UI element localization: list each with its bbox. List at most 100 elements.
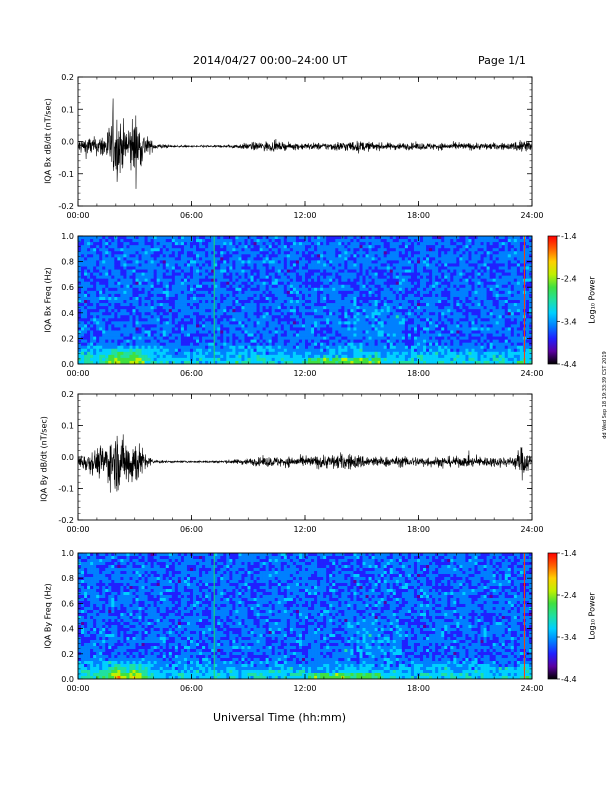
spectrogram-cell (350, 324, 354, 328)
spectrogram-cell (247, 327, 251, 331)
spectrogram-cell (301, 348, 306, 353)
spectrogram-cell (374, 281, 378, 286)
spectrogram-cell (105, 248, 109, 252)
spectrogram-cell (323, 321, 327, 325)
spectrogram-cell (404, 242, 409, 246)
spectrogram-cell (289, 281, 294, 286)
spectrogram-cell (193, 339, 197, 343)
spectrogram-cell (220, 248, 224, 252)
spectrogram-cell (99, 333, 103, 337)
spectrogram-cell (301, 345, 306, 350)
spectrogram-cell (286, 263, 291, 267)
spectrogram-cell (356, 327, 360, 331)
spectrogram-cell (308, 263, 312, 267)
spectrogram-cell (108, 327, 112, 331)
spectrogram-cell (323, 254, 327, 258)
spectrogram-cell (229, 315, 233, 319)
spectrogram-cell (162, 290, 167, 295)
spectrogram-cell (138, 315, 142, 319)
spectrogram-cell (407, 324, 412, 328)
spectrogram-cell (371, 275, 375, 279)
spectrogram-cell (193, 281, 197, 286)
spectrogram-cell (274, 354, 279, 359)
spectrogram-cell (368, 318, 372, 322)
spectrogram-cell (174, 293, 179, 298)
spectrogram-cell (108, 296, 112, 301)
spectrogram-cell (138, 284, 142, 289)
spectrogram-cell (347, 300, 351, 304)
spectrogram-cell (196, 281, 200, 286)
spectrogram-cell (102, 281, 106, 286)
spectrogram-cell (410, 348, 415, 353)
spectrogram-cell (368, 357, 372, 362)
spectrogram-cell (214, 321, 218, 325)
spectrogram-cell (168, 242, 173, 246)
spectrogram-cell (123, 287, 127, 292)
spectrogram-cell (186, 360, 191, 365)
spectrogram-cell (105, 327, 109, 331)
spectrogram-cell (162, 281, 167, 286)
spectrogram-cell (153, 333, 157, 337)
spectrogram-cell (423, 303, 427, 307)
spectrogram-cell (365, 269, 369, 273)
spectrogram-cell (232, 263, 236, 267)
spectrogram-cell (214, 293, 218, 298)
spectrogram-cell (383, 278, 388, 283)
spectrogram-cell (247, 321, 251, 325)
spectrogram-cell (96, 257, 100, 261)
spectrogram-cell (153, 303, 157, 307)
spectrogram-cell (362, 275, 366, 279)
spectrogram-cell (274, 309, 279, 313)
spectrogram-cell (159, 245, 164, 249)
spectrogram-cell (395, 275, 400, 279)
spectrogram-cell (356, 242, 360, 246)
spectrogram-cell (426, 257, 430, 261)
spectrogram-cell (244, 263, 248, 267)
spectrogram-cell (208, 306, 212, 310)
spectrogram-cell (247, 360, 251, 365)
spectrogram-cell (305, 306, 309, 310)
spectrogram-cell (350, 239, 354, 243)
spectrogram-cell (81, 315, 85, 319)
spectrogram-cell (341, 348, 345, 353)
spectrogram-cell (314, 239, 318, 243)
spectrogram-cell (220, 239, 224, 243)
spectrogram-cell (404, 348, 409, 353)
spectrogram-cell (168, 251, 173, 255)
spectrogram-cell (244, 260, 248, 264)
spectrogram-cell (147, 303, 151, 307)
spectrogram-cell (265, 272, 269, 276)
spectrogram-cell (423, 269, 427, 273)
spectrogram-cell (114, 281, 118, 286)
spectrogram-cell (259, 330, 263, 334)
spectrogram-cell (374, 330, 378, 334)
spectrogram-cell (186, 312, 191, 316)
spectrogram-cell (292, 333, 297, 337)
spectrogram-cell (253, 321, 257, 325)
spectrogram-cell (265, 257, 269, 261)
spectrogram-cell (108, 236, 112, 240)
spectrogram-cell (189, 251, 194, 255)
spectrogram-cell (386, 245, 391, 249)
spectrogram-cell (426, 324, 430, 328)
spectrogram-cell (99, 300, 103, 304)
spectrogram-cell (323, 296, 327, 301)
spectrogram-cell (420, 339, 424, 343)
spectrogram-cell (183, 239, 188, 243)
spectrogram-cell (253, 293, 257, 298)
spectrogram-cell (338, 342, 342, 347)
spectrogram-cell (320, 354, 324, 359)
spectrogram-cell (120, 266, 124, 270)
spectrogram-cell (311, 287, 315, 292)
spectrogram-cell (223, 333, 227, 337)
spectrogram-cell (259, 248, 263, 252)
spectrogram-cell (426, 278, 430, 283)
spectrogram-cell (235, 278, 239, 283)
spectrogram-cell (268, 242, 273, 246)
spectrogram-cell (283, 330, 288, 334)
spectrogram-cell (423, 315, 427, 319)
spectrogram-cell (326, 303, 330, 307)
spectrogram-cell (90, 306, 94, 310)
spectrogram-cell (341, 333, 345, 337)
spectrogram-cell (135, 351, 139, 356)
